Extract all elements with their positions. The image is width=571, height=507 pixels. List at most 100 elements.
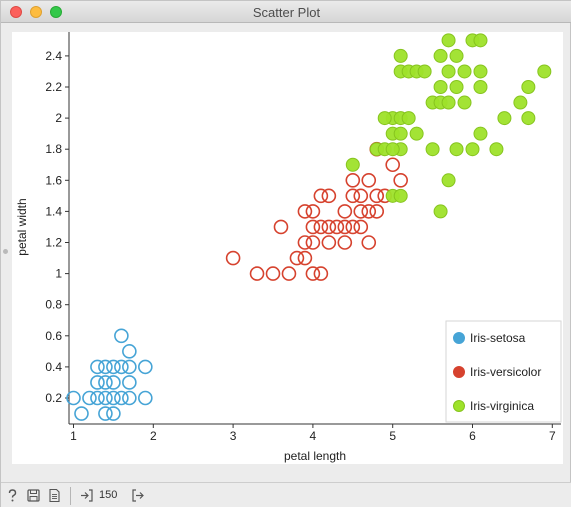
data-point[interactable] bbox=[441, 95, 456, 110]
data-point[interactable] bbox=[273, 219, 289, 235]
data-point[interactable] bbox=[337, 219, 353, 235]
data-point[interactable] bbox=[297, 235, 313, 250]
data-point[interactable] bbox=[313, 219, 329, 235]
data-point[interactable] bbox=[138, 390, 153, 406]
data-point[interactable] bbox=[393, 126, 408, 141]
data-point[interactable] bbox=[106, 406, 121, 421]
data-point[interactable] bbox=[457, 64, 472, 79]
data-point[interactable] bbox=[90, 390, 105, 406]
data-point[interactable] bbox=[321, 219, 337, 235]
data-point[interactable] bbox=[401, 111, 416, 126]
data-point[interactable] bbox=[513, 95, 528, 110]
data-point[interactable] bbox=[305, 266, 321, 281]
data-point[interactable] bbox=[433, 80, 448, 94]
data-point[interactable] bbox=[66, 390, 81, 406]
data-point[interactable] bbox=[393, 188, 408, 203]
data-point[interactable] bbox=[385, 142, 400, 157]
data-point[interactable] bbox=[425, 142, 440, 157]
data-point[interactable] bbox=[98, 359, 113, 375]
data-point[interactable] bbox=[473, 80, 488, 94]
data-point[interactable] bbox=[321, 188, 337, 204]
data-point[interactable] bbox=[122, 390, 137, 406]
data-point[interactable] bbox=[98, 406, 113, 421]
control-area-toggle-handle[interactable] bbox=[3, 249, 8, 254]
data-point[interactable] bbox=[106, 390, 121, 406]
data-point[interactable] bbox=[369, 188, 385, 204]
data-point[interactable] bbox=[337, 204, 353, 219]
data-point[interactable] bbox=[305, 219, 321, 235]
data-point[interactable] bbox=[353, 219, 369, 235]
data-point[interactable] bbox=[114, 328, 129, 344]
data-point[interactable] bbox=[106, 375, 121, 390]
data-point[interactable] bbox=[473, 64, 488, 79]
data-point[interactable] bbox=[441, 64, 456, 79]
data-point[interactable] bbox=[305, 235, 321, 250]
report-icon[interactable] bbox=[47, 488, 62, 503]
maximize-window-button[interactable] bbox=[50, 6, 62, 18]
data-point[interactable] bbox=[433, 204, 448, 219]
data-point[interactable] bbox=[441, 173, 456, 188]
data-point[interactable] bbox=[345, 173, 361, 188]
data-point[interactable] bbox=[297, 250, 313, 266]
data-point[interactable] bbox=[345, 188, 361, 204]
data-point[interactable] bbox=[441, 33, 456, 48]
data-point[interactable] bbox=[417, 64, 432, 79]
data-point[interactable] bbox=[393, 173, 408, 188]
data-point[interactable] bbox=[297, 204, 313, 219]
data-point[interactable] bbox=[433, 48, 448, 63]
data-point[interactable] bbox=[385, 157, 401, 173]
data-point[interactable] bbox=[521, 80, 536, 94]
data-point[interactable] bbox=[409, 126, 424, 141]
data-point[interactable] bbox=[122, 375, 137, 390]
data-point[interactable] bbox=[473, 33, 488, 48]
data-point[interactable] bbox=[449, 142, 464, 157]
data-point[interactable] bbox=[313, 188, 329, 204]
data-point[interactable] bbox=[345, 157, 360, 172]
data-point[interactable] bbox=[90, 375, 105, 390]
data-point[interactable] bbox=[114, 359, 129, 375]
data-point[interactable] bbox=[489, 142, 504, 157]
data-point[interactable] bbox=[281, 266, 297, 281]
data-point[interactable] bbox=[82, 390, 97, 406]
data-point[interactable] bbox=[265, 266, 281, 281]
data-point[interactable] bbox=[90, 359, 105, 375]
data-point[interactable] bbox=[98, 375, 113, 390]
data-point[interactable] bbox=[329, 219, 345, 235]
data-point[interactable] bbox=[289, 250, 305, 266]
data-point[interactable] bbox=[353, 188, 369, 204]
data-point[interactable] bbox=[393, 48, 408, 63]
data-point[interactable] bbox=[225, 250, 241, 266]
data-point[interactable] bbox=[449, 80, 464, 94]
save-icon[interactable] bbox=[26, 488, 41, 503]
data-point[interactable] bbox=[313, 266, 329, 281]
data-point[interactable] bbox=[361, 204, 377, 219]
scatter-chart[interactable]: 1 2 3 4 5 6 7 0.2 0.4 0.6 0.8 1 1.2 1.4 1.6 1.8 2 2.2 2.4 p… bbox=[12, 32, 563, 464]
data-point[interactable] bbox=[114, 390, 129, 406]
data-point[interactable] bbox=[353, 204, 369, 219]
data-point[interactable] bbox=[345, 219, 361, 235]
close-window-button[interactable] bbox=[10, 6, 22, 18]
data-point[interactable] bbox=[497, 111, 512, 126]
data-point[interactable] bbox=[122, 344, 137, 359]
data-point[interactable] bbox=[305, 204, 321, 219]
data-point[interactable] bbox=[521, 111, 536, 126]
data-point[interactable] bbox=[361, 173, 377, 188]
data-point[interactable] bbox=[138, 359, 153, 375]
data-point[interactable] bbox=[337, 235, 353, 250]
data-point[interactable] bbox=[74, 406, 89, 421]
help-icon[interactable] bbox=[5, 488, 20, 503]
data-point[interactable] bbox=[473, 126, 488, 141]
data-point[interactable] bbox=[465, 142, 480, 157]
data-point[interactable] bbox=[369, 204, 385, 219]
data-point[interactable] bbox=[457, 95, 472, 110]
minimize-window-button[interactable] bbox=[30, 6, 42, 18]
data-point[interactable] bbox=[449, 48, 464, 63]
data-point[interactable] bbox=[249, 266, 265, 281]
data-point[interactable] bbox=[98, 390, 113, 406]
data-point[interactable] bbox=[321, 235, 337, 250]
data-point[interactable] bbox=[361, 235, 377, 250]
data-point[interactable] bbox=[377, 111, 392, 126]
data-point[interactable] bbox=[106, 359, 121, 375]
data-point[interactable] bbox=[537, 64, 552, 79]
data-point[interactable] bbox=[122, 359, 137, 375]
